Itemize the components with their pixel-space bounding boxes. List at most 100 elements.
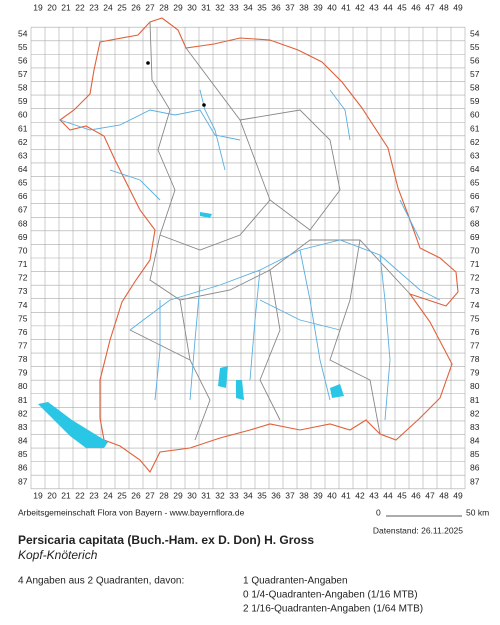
column-label: 41 <box>341 490 351 500</box>
row-label: 75 <box>18 313 28 323</box>
rivers <box>59 89 441 421</box>
row-label: 80 <box>470 381 480 391</box>
column-label: 33 <box>229 2 239 12</box>
row-label: 56 <box>470 55 480 65</box>
state-border <box>59 17 459 473</box>
row-label: 55 <box>18 42 28 52</box>
column-label: 30 <box>187 2 197 12</box>
row-label: 62 <box>18 137 28 147</box>
column-label: 40 <box>327 490 337 500</box>
column-label: 43 <box>369 490 379 500</box>
record-dot <box>146 61 150 65</box>
row-label: 59 <box>470 96 480 106</box>
row-label: 87 <box>470 476 480 486</box>
column-label: 36 <box>271 490 281 500</box>
column-label: 48 <box>439 2 449 12</box>
row-label: 76 <box>470 327 480 337</box>
count-line: 0 1/4-Quadranten-Angaben (1/16 MTB) <box>243 590 418 601</box>
column-label: 24 <box>103 490 113 500</box>
row-label: 72 <box>18 273 28 283</box>
row-label: 79 <box>18 368 28 378</box>
column-label: 46 <box>411 2 421 12</box>
row-label: 86 <box>18 463 28 473</box>
row-label: 62 <box>470 137 480 147</box>
column-label: 40 <box>327 2 337 12</box>
column-label: 30 <box>187 490 197 500</box>
row-label: 77 <box>470 340 480 350</box>
column-label: 42 <box>355 2 365 12</box>
column-label: 35 <box>257 490 267 500</box>
row-label: 55 <box>470 42 480 52</box>
column-label: 49 <box>453 2 463 12</box>
column-label: 23 <box>89 2 99 12</box>
column-label: 42 <box>355 490 365 500</box>
row-label: 60 <box>18 110 28 120</box>
row-label: 69 <box>470 232 480 242</box>
row-label: 63 <box>18 150 28 160</box>
column-label: 25 <box>117 2 127 12</box>
column-label: 29 <box>173 2 183 12</box>
row-label: 82 <box>18 408 28 418</box>
row-label: 78 <box>470 354 480 364</box>
column-label: 44 <box>383 2 393 12</box>
column-label: 20 <box>47 490 57 500</box>
row-label: 57 <box>470 69 480 79</box>
column-label: 34 <box>243 490 253 500</box>
row-label: 73 <box>470 286 480 296</box>
row-label: 63 <box>470 150 480 160</box>
column-label: 45 <box>397 490 407 500</box>
record-dot <box>202 103 206 107</box>
species-title: Persicaria capitata (Buch.-Ham. ex D. Do… <box>18 533 314 547</box>
column-label: 28 <box>159 490 169 500</box>
species-common-name: Kopf-Knöterich <box>18 548 98 562</box>
count-line: 2 1/16-Quadranten-Angaben (1/64 MTB) <box>243 604 423 615</box>
column-label: 34 <box>243 2 253 12</box>
row-label: 68 <box>470 218 480 228</box>
column-label: 45 <box>397 2 407 12</box>
column-label: 20 <box>47 2 57 12</box>
column-label: 33 <box>229 490 239 500</box>
row-label: 70 <box>18 245 28 255</box>
column-label: 22 <box>75 490 85 500</box>
row-label: 74 <box>470 300 480 310</box>
column-label: 38 <box>299 2 309 12</box>
column-label: 43 <box>369 2 379 12</box>
row-label: 64 <box>470 164 480 174</box>
column-label: 29 <box>173 490 183 500</box>
row-label: 83 <box>470 422 480 432</box>
column-label: 37 <box>285 2 295 12</box>
row-label: 73 <box>18 286 28 296</box>
row-label: 83 <box>18 422 28 432</box>
column-label: 44 <box>383 490 393 500</box>
row-label: 58 <box>470 83 480 93</box>
row-label: 54 <box>470 28 480 38</box>
row-label: 61 <box>470 123 480 133</box>
row-label: 59 <box>18 96 28 106</box>
row-label: 71 <box>470 259 480 269</box>
row-label: 76 <box>18 327 28 337</box>
column-label: 46 <box>411 490 421 500</box>
column-label: 48 <box>439 490 449 500</box>
summary: 4 Angaben aus 2 Quadranten, davon: <box>18 576 184 587</box>
row-label: 54 <box>18 28 28 38</box>
count-line: 1 Quadranten-Angaben <box>243 576 348 587</box>
scale-start: 0 <box>376 507 381 517</box>
row-label: 66 <box>18 191 28 201</box>
column-label: 27 <box>145 490 155 500</box>
row-label: 66 <box>470 191 480 201</box>
column-label: 26 <box>131 490 141 500</box>
column-label: 41 <box>341 2 351 12</box>
row-label: 67 <box>18 205 28 215</box>
row-label: 77 <box>18 340 28 350</box>
row-label: 85 <box>18 449 28 459</box>
column-label: 36 <box>271 2 281 12</box>
row-label: 78 <box>18 354 28 364</box>
row-label: 67 <box>470 205 480 215</box>
column-label: 38 <box>299 490 309 500</box>
row-label: 61 <box>18 123 28 133</box>
row-label: 86 <box>470 463 480 473</box>
row-label: 72 <box>470 273 480 283</box>
row-label: 85 <box>470 449 480 459</box>
grid-labels: 19 19 20 20 21 21 22 22 23 23 24 24 25 25 26 26 27 27 28 28… <box>18 2 480 500</box>
column-label: 31 <box>201 2 211 12</box>
